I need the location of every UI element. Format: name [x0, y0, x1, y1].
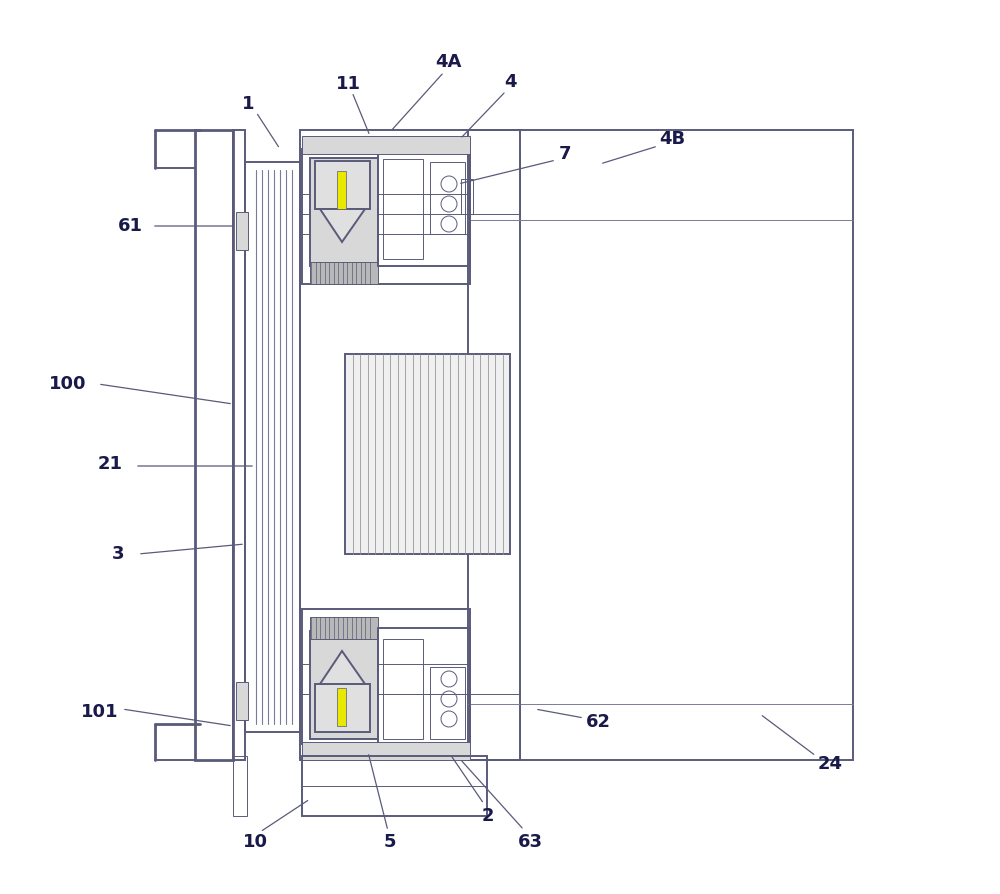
Text: 1: 1 — [242, 95, 254, 113]
Text: 5: 5 — [384, 833, 396, 851]
Polygon shape — [320, 209, 365, 242]
Text: 4: 4 — [504, 73, 516, 91]
Bar — [337, 688, 346, 726]
Bar — [315, 684, 370, 732]
Bar — [430, 162, 465, 234]
Bar — [245, 162, 300, 732]
Bar — [302, 756, 487, 816]
Bar — [345, 354, 510, 554]
Bar — [378, 150, 470, 266]
Text: 7: 7 — [559, 145, 571, 163]
Bar — [383, 639, 423, 739]
Bar — [468, 130, 853, 760]
Text: 3: 3 — [112, 545, 124, 563]
Bar — [302, 149, 470, 284]
Bar — [310, 631, 378, 739]
Text: 101: 101 — [81, 703, 119, 721]
Bar — [300, 130, 520, 760]
Bar — [233, 756, 247, 816]
Bar — [310, 617, 378, 639]
Text: 2: 2 — [482, 807, 494, 825]
Text: 4A: 4A — [435, 53, 461, 71]
Text: 63: 63 — [518, 833, 542, 851]
Bar — [337, 171, 346, 209]
Bar — [236, 212, 248, 250]
Bar — [315, 161, 370, 209]
Bar — [378, 628, 470, 744]
Bar — [383, 159, 423, 259]
Bar — [310, 158, 378, 266]
Text: 21: 21 — [98, 455, 122, 473]
Polygon shape — [320, 651, 365, 684]
Bar — [461, 179, 473, 214]
Bar — [302, 136, 470, 154]
Text: 62: 62 — [586, 713, 610, 731]
Bar — [430, 667, 465, 739]
Bar — [302, 742, 470, 760]
Bar — [310, 262, 378, 284]
Bar — [195, 130, 233, 760]
Text: 11: 11 — [336, 75, 360, 93]
Text: 24: 24 — [818, 755, 842, 773]
Text: 4B: 4B — [659, 130, 685, 148]
Bar — [233, 130, 245, 760]
Text: 100: 100 — [49, 375, 87, 393]
Text: 10: 10 — [242, 833, 268, 851]
Text: 61: 61 — [118, 217, 143, 235]
Bar — [302, 609, 470, 744]
Bar — [236, 682, 248, 720]
